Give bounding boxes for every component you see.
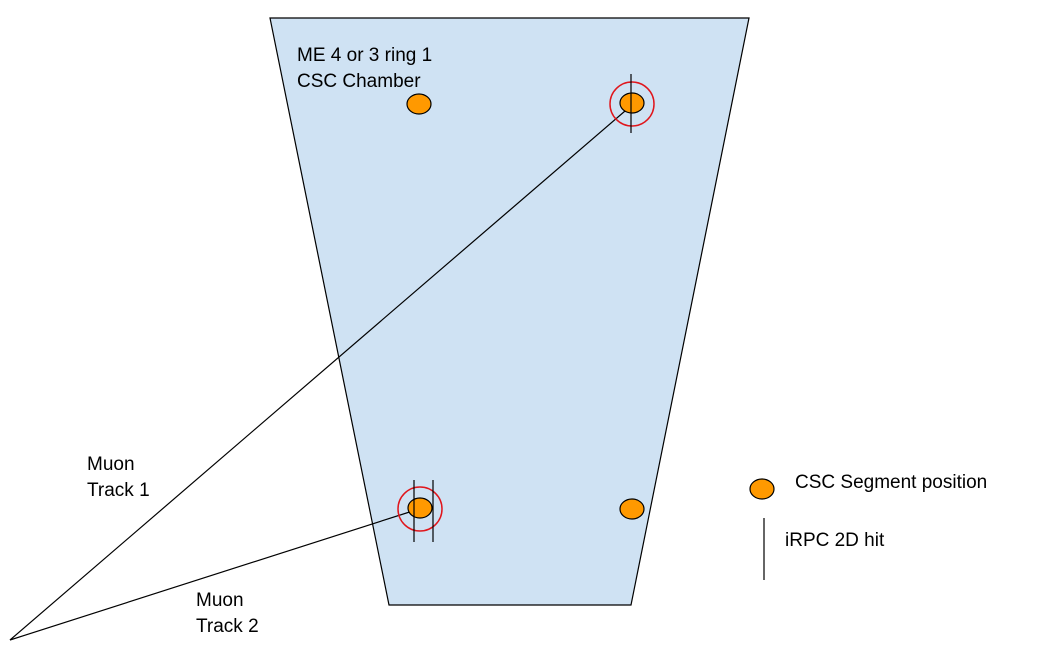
muon-track-2-label-line2: Track 2	[196, 616, 259, 637]
csc-segment-top-left	[406, 93, 432, 115]
muon-track-2-label: Muon Track 2	[196, 588, 259, 640]
csc-segment-top-right	[619, 92, 645, 114]
legend-segment-icon	[749, 478, 775, 500]
muon-track-1-label-line1: Muon	[87, 454, 135, 475]
legend-hit-label: iRPC 2D hit	[785, 530, 885, 551]
csc-chamber-trapezoid	[269, 17, 750, 606]
csc-segment-bottom-left	[407, 497, 433, 519]
csc-segment-bottom-right	[619, 498, 645, 520]
legend-segment-label: CSC Segment position	[795, 472, 988, 493]
match-ring-bottom-left	[397, 486, 443, 532]
chamber-title-line1: ME 4 or 3 ring 1	[297, 45, 433, 66]
muon-track-1-label-line2: Track 1	[87, 480, 150, 501]
chamber-title-line2: CSC Chamber	[297, 71, 421, 92]
muon-track-1-label: Muon Track 1	[87, 452, 150, 504]
chamber-title: ME 4 or 3 ring 1 CSC Chamber	[297, 43, 432, 95]
muon-track-2-label-line1: Muon	[196, 590, 244, 611]
muon-track-2-line	[9, 508, 420, 641]
muon-track-1-line	[9, 104, 633, 641]
match-ring-top-right	[609, 81, 655, 127]
